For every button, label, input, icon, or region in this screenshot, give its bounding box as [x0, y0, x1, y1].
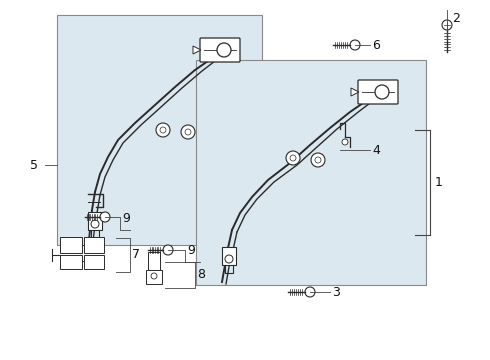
Text: 4: 4 — [372, 144, 380, 157]
Circle shape — [315, 157, 321, 163]
Text: 1: 1 — [435, 176, 443, 189]
Bar — [60, 237, 82, 253]
Polygon shape — [193, 46, 201, 54]
Polygon shape — [351, 88, 359, 96]
Circle shape — [185, 129, 191, 135]
Circle shape — [160, 127, 166, 133]
Circle shape — [290, 155, 296, 161]
Circle shape — [350, 40, 360, 50]
Text: 8: 8 — [197, 269, 205, 282]
Text: 5: 5 — [30, 158, 38, 171]
Text: 6: 6 — [372, 39, 380, 51]
Circle shape — [286, 151, 300, 165]
Circle shape — [91, 220, 99, 228]
Bar — [84, 237, 104, 253]
FancyBboxPatch shape — [358, 80, 398, 104]
Circle shape — [342, 139, 348, 145]
Bar — [146, 270, 162, 284]
Circle shape — [375, 85, 389, 99]
Circle shape — [181, 125, 195, 139]
FancyBboxPatch shape — [200, 38, 240, 62]
Circle shape — [163, 245, 173, 255]
Text: 3: 3 — [332, 285, 340, 298]
Text: 9: 9 — [122, 212, 130, 225]
Bar — [60, 255, 82, 269]
Bar — [222, 247, 236, 265]
Bar — [57, 15, 262, 245]
Bar — [84, 255, 104, 269]
Circle shape — [100, 212, 110, 222]
Bar — [148, 252, 160, 270]
Circle shape — [151, 273, 157, 279]
Circle shape — [311, 153, 325, 167]
Bar — [88, 212, 102, 230]
Bar — [196, 60, 426, 285]
Circle shape — [217, 43, 231, 57]
Circle shape — [156, 123, 170, 137]
Circle shape — [305, 287, 315, 297]
Text: 2: 2 — [452, 12, 460, 25]
Circle shape — [442, 20, 452, 30]
Text: 9: 9 — [187, 244, 195, 257]
Text: 7: 7 — [132, 248, 140, 261]
Circle shape — [225, 255, 233, 263]
